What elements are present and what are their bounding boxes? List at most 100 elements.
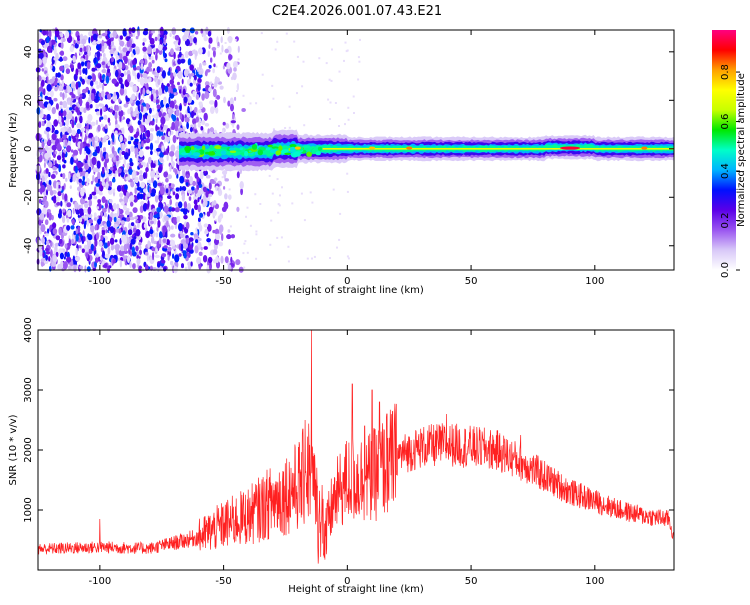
noise-cell	[212, 68, 215, 74]
noise-cell	[45, 168, 49, 174]
noise-cell	[94, 224, 98, 231]
noise-cell	[171, 113, 174, 119]
noise-cell	[192, 118, 197, 125]
noise-cell	[60, 108, 63, 114]
noise-cell	[45, 145, 49, 151]
noise-cell	[207, 50, 211, 58]
noise-cell	[86, 122, 89, 130]
noise-cell	[64, 243, 68, 249]
noise-cell	[125, 176, 131, 181]
noise-cell	[109, 199, 113, 204]
noise-cell	[88, 31, 93, 37]
noise-cell	[128, 27, 132, 34]
noise-cell	[39, 99, 43, 108]
noise-cell	[277, 203, 280, 206]
noise-cell	[224, 48, 229, 54]
noise-cell	[42, 153, 45, 160]
noise-cell	[87, 114, 93, 122]
noise-cell	[120, 245, 124, 252]
noise-cell	[226, 62, 231, 70]
noise-cell	[216, 95, 221, 100]
noise-cell	[78, 245, 82, 249]
noise-cell	[150, 55, 154, 61]
noise-cell	[202, 201, 206, 208]
noise-cell	[46, 84, 52, 92]
noise-cell	[142, 73, 148, 79]
noise-cell	[218, 186, 221, 194]
noise-cell	[285, 32, 288, 35]
noise-cell	[150, 120, 155, 126]
noise-cell	[95, 93, 99, 102]
noise-cell	[73, 149, 79, 156]
noise-cell	[174, 125, 179, 132]
noise-cell	[173, 99, 177, 105]
noise-cell	[105, 152, 109, 160]
snr-frame	[37, 329, 675, 571]
signal-blob	[289, 146, 296, 153]
noise-cell	[169, 79, 175, 85]
noise-cell	[195, 50, 198, 57]
noise-cell	[174, 223, 178, 230]
noise-cell	[159, 157, 164, 163]
noise-cell	[89, 104, 93, 109]
noise-cell	[66, 145, 72, 153]
noise-cell	[39, 212, 45, 220]
noise-cell	[80, 197, 86, 205]
noise-cell	[346, 49, 349, 52]
noise-cell	[102, 52, 106, 59]
noise-cell	[103, 161, 107, 168]
noise-cell	[100, 137, 103, 141]
noise-cell	[177, 58, 182, 65]
noise-cell	[180, 58, 186, 64]
noise-cell	[76, 123, 82, 129]
noise-cell	[130, 250, 133, 257]
noise-cell	[170, 183, 175, 188]
noise-cell	[185, 29, 190, 36]
noise-cell	[103, 147, 106, 153]
noise-cell	[357, 56, 360, 59]
noise-cell	[235, 259, 241, 266]
noise-cell	[234, 96, 237, 101]
noise-cell	[40, 184, 46, 193]
noise-cell	[177, 81, 180, 86]
signal-blob	[265, 147, 271, 151]
noise-cell	[148, 53, 151, 57]
noise-cell	[134, 216, 139, 220]
noise-cell	[115, 155, 120, 162]
noise-cell	[75, 106, 79, 113]
noise-cell	[58, 164, 61, 173]
noise-cell	[188, 50, 194, 57]
noise-cell	[120, 201, 125, 206]
noise-cell	[131, 93, 136, 101]
noise-cell	[166, 184, 169, 188]
noise-cell	[65, 118, 70, 127]
noise-cell	[96, 44, 101, 51]
noise-cell	[92, 33, 98, 41]
noise-cell	[185, 182, 189, 186]
noise-cell	[59, 91, 63, 98]
noise-cell	[104, 253, 110, 259]
noise-cell	[45, 251, 51, 255]
noise-cell	[158, 237, 162, 245]
noise-cell	[154, 195, 159, 203]
noise-cell	[132, 207, 138, 214]
noise-cell	[42, 196, 47, 202]
noise-cell	[137, 193, 141, 200]
noise-cell	[114, 239, 118, 243]
noise-cell	[135, 48, 140, 55]
noise-cell	[127, 229, 133, 236]
noise-cell	[79, 47, 83, 53]
noise-cell	[80, 142, 84, 149]
noise-cell	[207, 224, 212, 232]
signal-blob	[181, 152, 189, 156]
noise-cell	[225, 123, 230, 129]
noise-cell	[121, 217, 126, 221]
signal-blob	[228, 147, 236, 151]
noise-cell	[54, 129, 59, 135]
noise-cell	[184, 51, 189, 59]
noise-cell	[194, 107, 198, 113]
noise-cell	[54, 86, 58, 92]
noise-cell	[198, 70, 203, 75]
noise-cell	[55, 235, 61, 241]
noise-cell	[113, 91, 117, 97]
